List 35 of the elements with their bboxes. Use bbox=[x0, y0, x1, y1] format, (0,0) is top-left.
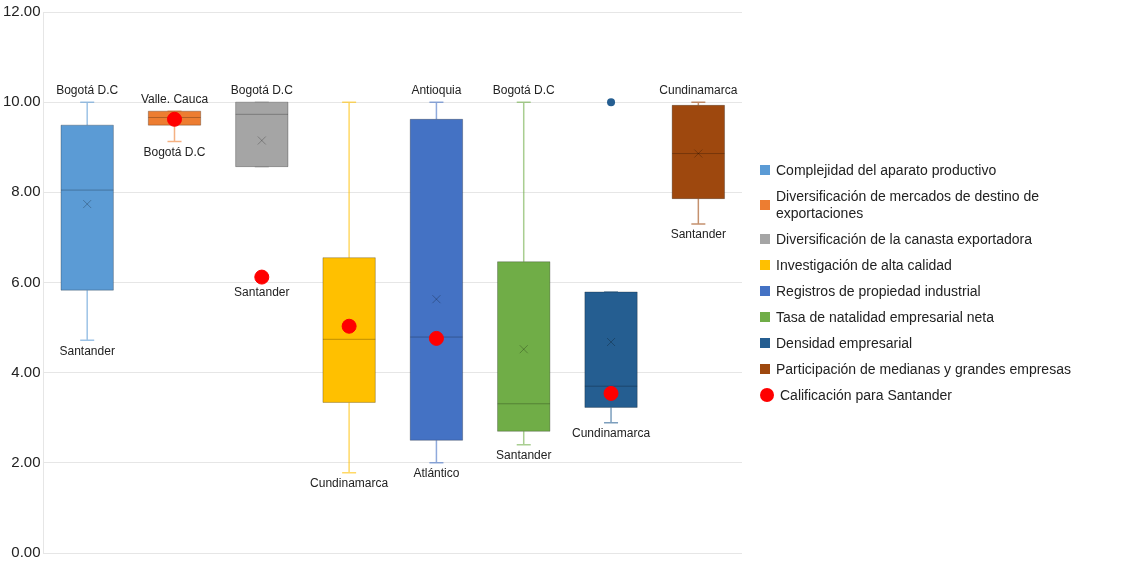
legend-label: Complejidad del aparato productivo bbox=[776, 161, 997, 179]
y-tick-label: 4.00 bbox=[11, 362, 41, 380]
y-tick-label: 8.00 bbox=[11, 182, 41, 200]
annotation: Santander bbox=[234, 285, 290, 300]
annotation: Cundinamarca bbox=[659, 83, 738, 98]
annotation: Cundinamarca bbox=[572, 426, 651, 441]
point bbox=[603, 385, 619, 401]
annotation: Bogotá D.C bbox=[230, 83, 294, 98]
y-tick-label: 0.00 bbox=[11, 543, 41, 561]
y-tick-label: 2.00 bbox=[11, 452, 41, 470]
legend-label: Densidad empresarial bbox=[776, 334, 913, 352]
point bbox=[167, 111, 182, 127]
legend-label: Tasa de natalidad empresarial neta bbox=[776, 308, 994, 326]
annotation: Bogotá D.C bbox=[492, 83, 556, 98]
legend-label: Participación de medianas y grandes empresas bbox=[776, 360, 1071, 378]
y-tick-label: 12.00 bbox=[2, 2, 41, 20]
legend-label: Investigación de alta calidad bbox=[776, 256, 952, 274]
annotation: Santander bbox=[670, 227, 727, 242]
annotation: Cundinamarca bbox=[310, 476, 389, 491]
annotation: Valle. Cauca bbox=[140, 92, 209, 107]
annotation: Bogotá D.C bbox=[143, 144, 206, 159]
legend-label: Registros de propiedad industrial bbox=[776, 282, 981, 300]
y-tick-label: 10.00 bbox=[2, 92, 41, 110]
point bbox=[428, 330, 444, 346]
annotation: Antioquia bbox=[411, 83, 462, 98]
legend-label: Diversificación de la canasta exportadora bbox=[776, 230, 1033, 248]
point bbox=[341, 318, 357, 334]
annotation: Santander bbox=[496, 448, 552, 463]
annotation: Atlántico bbox=[413, 466, 460, 481]
legend-label: Calificación para Santander bbox=[780, 386, 952, 404]
legend-label: Diversificación de mercados de destino de exportaciones bbox=[776, 187, 1041, 222]
y-tick-label: 6.00 bbox=[11, 272, 41, 290]
point bbox=[254, 269, 270, 285]
annotation: Santander bbox=[59, 343, 115, 358]
annotation: Bogotá D.C bbox=[56, 83, 119, 98]
